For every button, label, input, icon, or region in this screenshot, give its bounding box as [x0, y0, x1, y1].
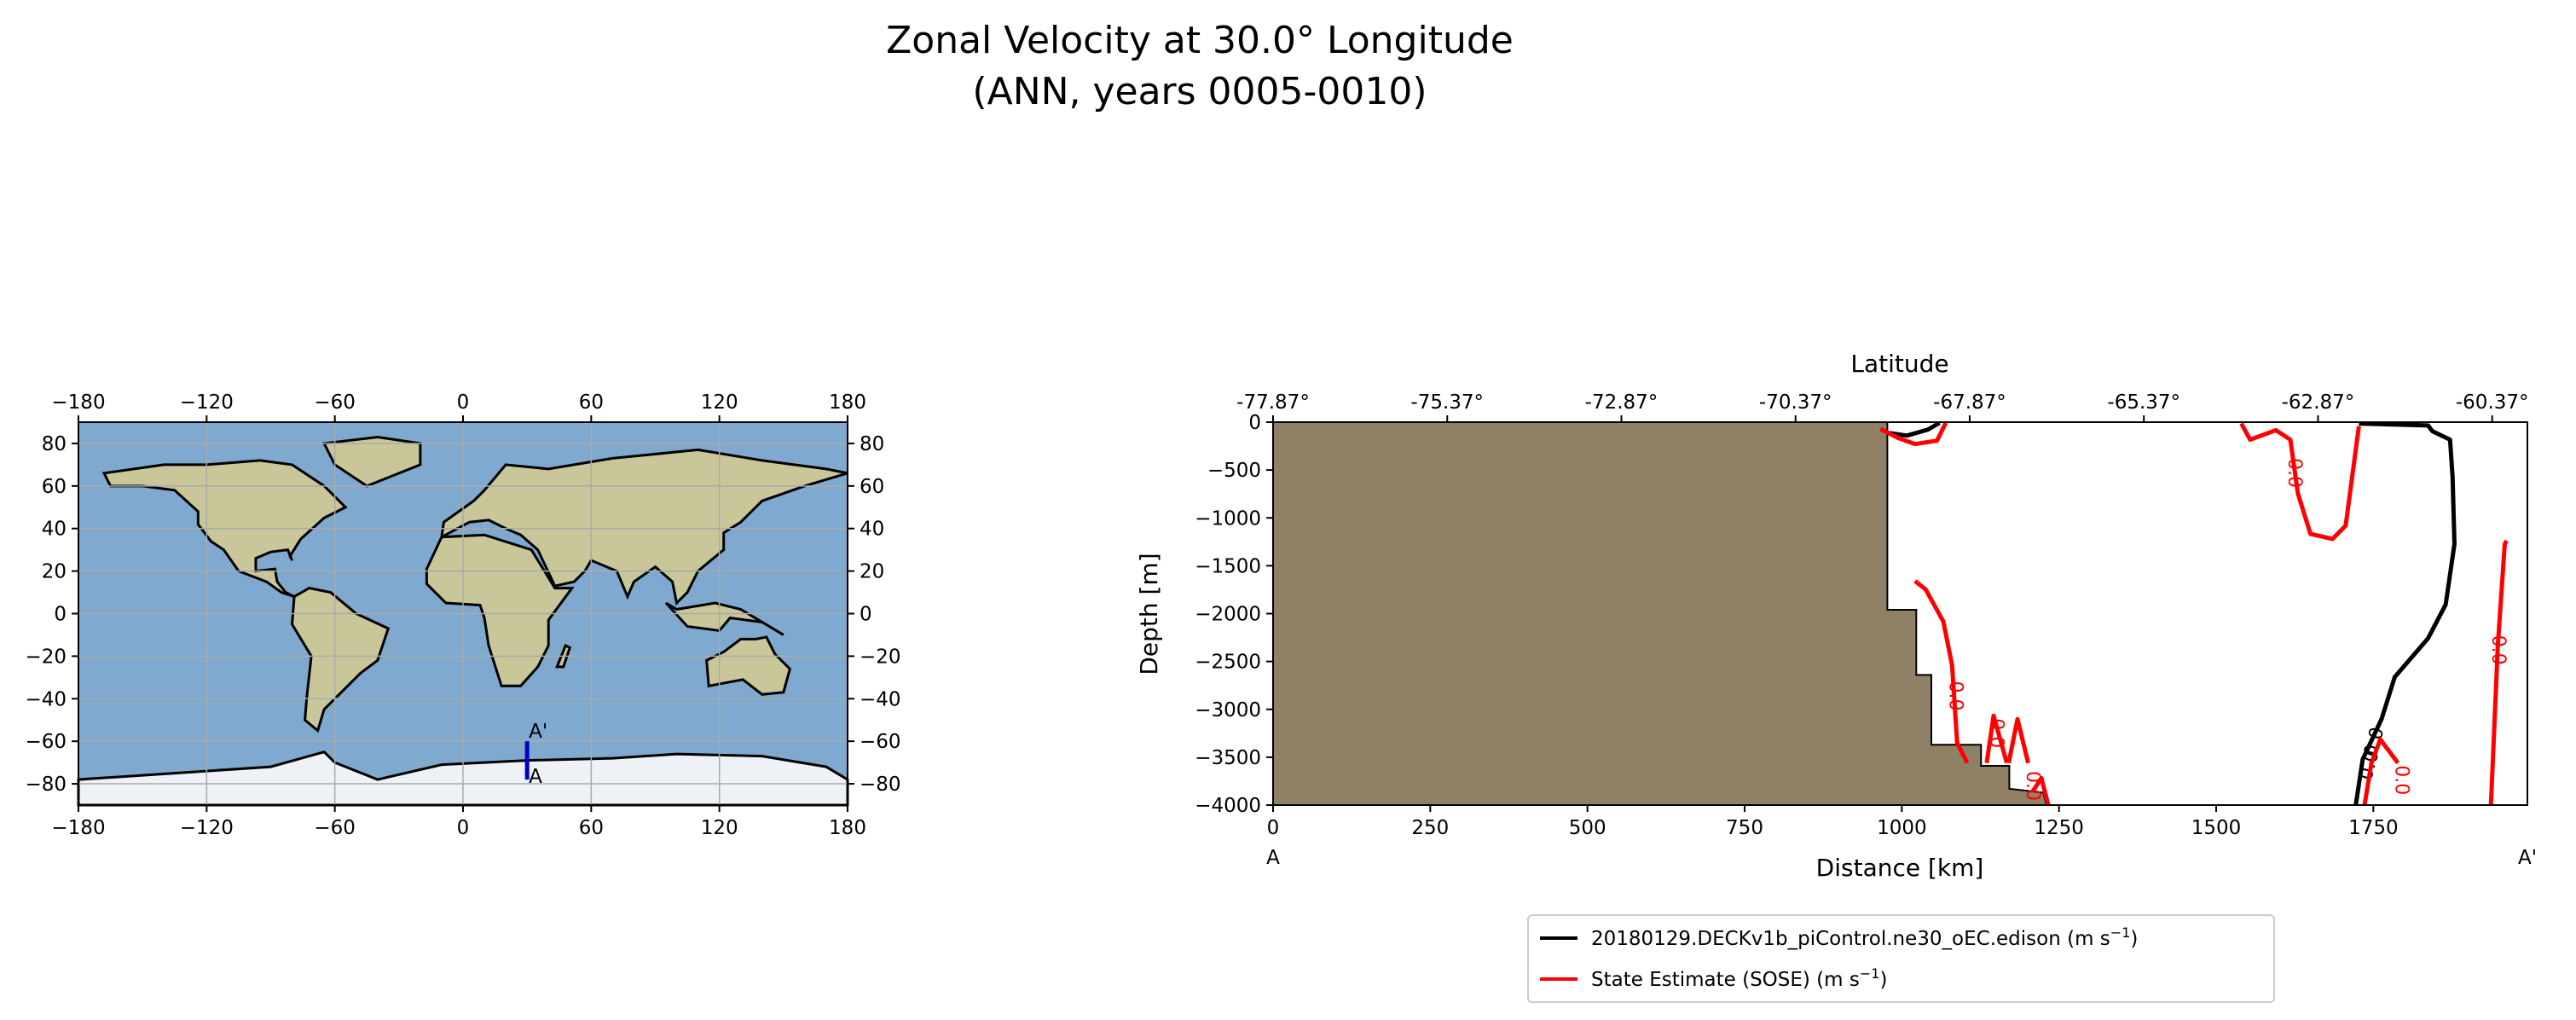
map-lat-label-left: 80: [42, 433, 67, 455]
map-ticks: −180 −180 −120 −120 −60 −60 0 0 60 60 120 120 180 180…: [25, 391, 900, 839]
sose-contour-line: [2488, 539, 2509, 805]
contour-label: 0.0: [1944, 681, 1965, 711]
map-lat-label-right: −20: [860, 646, 901, 668]
map-lon-label-top: 0: [457, 391, 470, 414]
top-tick-label: -60.37°: [2456, 391, 2529, 414]
top-tick-label: -72.87°: [1585, 391, 1658, 414]
y-tick-label: −2000: [1195, 604, 1261, 626]
map-lat-label-right: 60: [860, 476, 884, 498]
x-axis-label: Distance [km]: [1816, 854, 1984, 882]
map-section-start-label: A: [529, 766, 542, 788]
start-label-A: A: [1266, 847, 1280, 869]
contour-label: 0.0: [2022, 771, 2043, 801]
sose-contour-line: [2006, 716, 2030, 764]
map-section-end-label: A': [529, 721, 547, 743]
map-lat-label-right: 40: [860, 519, 884, 541]
x-tick-label: 1250: [2034, 817, 2084, 839]
top-tick-label: -75.37°: [1410, 391, 1484, 414]
x-tick-label: 1750: [2348, 817, 2399, 839]
y-tick-label: −500: [1207, 460, 1261, 482]
contour-label: 0.0: [2284, 458, 2305, 488]
map-lon-label-top: −120: [180, 391, 234, 414]
top-tick-label: -62.87°: [2282, 391, 2355, 414]
y-tick-label: −2500: [1195, 652, 1261, 674]
map-lat-label-right: 20: [860, 561, 884, 583]
legend-label-model: 20180129.DECKv1b_piControl.ne30_oEC.edis…: [1591, 924, 2138, 950]
map-lon-label-bottom: −180: [51, 817, 105, 839]
y-tick-label: −4000: [1195, 795, 1261, 817]
legend: 20180129.DECKv1b_piControl.ne30_oEC.edis…: [1527, 914, 2275, 1003]
top-tick-label: -67.87°: [1933, 391, 2006, 414]
contour-label: 0.0: [2487, 635, 2509, 665]
map-lat-label-left: −20: [25, 646, 67, 668]
map-lon-label-top: 120: [701, 391, 738, 414]
map-lat-label-right: −80: [860, 774, 901, 796]
continent: [291, 586, 391, 733]
y-tick-label: 0: [1248, 412, 1261, 434]
map-lon-label-top: −180: [51, 391, 105, 414]
legend-label-sose: State Estimate (SOSE) (m s−1): [1591, 965, 1887, 991]
figure-title-line1: Zonal Velocity at 30.0° Longitude: [886, 19, 1514, 62]
map-lat-label-right: −60: [860, 731, 901, 753]
map-lat-label-left: 0: [54, 604, 67, 626]
contour-label: 0.0: [2390, 765, 2411, 795]
y-tick-label: −3000: [1195, 699, 1261, 722]
map-lat-label-left: 40: [42, 519, 67, 541]
x-tick-label: 0: [1267, 817, 1280, 839]
map-lat-label-right: 0: [860, 604, 872, 626]
sose-contour-line: [1913, 579, 1970, 764]
figure-title-line2: (ANN, years 0005-0010): [972, 70, 1427, 113]
map-lat-label-right: 80: [860, 433, 884, 455]
continent: [664, 601, 784, 636]
map-lat-label-left: 20: [42, 561, 67, 583]
sose-contour-line: [2362, 737, 2400, 805]
x-tick-label: 250: [1411, 817, 1449, 839]
sose-contour-line: [1879, 422, 1948, 447]
map-lon-label-top: 60: [579, 391, 604, 414]
map-lon-label-bottom: 0: [457, 817, 470, 839]
map-lon-label-top: −60: [314, 391, 356, 414]
end-label-A-prime: A': [2518, 847, 2537, 869]
map-lon-label-top: 180: [829, 391, 866, 414]
section-plot: 0.00.00.00.00.00.0 0.00.0 0 250 500 750 1000 1…: [1135, 350, 2537, 882]
legend-box: [1527, 914, 2275, 1003]
bathymetry-fill: [1272, 421, 2048, 806]
sose-contour-line: [2030, 775, 2051, 805]
y-tick-label: −3500: [1195, 747, 1261, 769]
contour-label: 0.0: [1985, 718, 2006, 748]
map-lat-label-left: 60: [42, 476, 67, 498]
contour-lines: 0.00.00.00.00.00.0 0.00.0: [1879, 422, 2509, 805]
x-tick-label: 500: [1569, 817, 1606, 839]
map-lon-label-bottom: 120: [701, 817, 738, 839]
map-lon-label-bottom: 60: [579, 817, 604, 839]
x-tick-label: 1500: [2191, 817, 2242, 839]
map-lat-label-left: −40: [25, 688, 67, 710]
y-tick-label: −1000: [1195, 507, 1261, 530]
y-axis-label: Depth [m]: [1135, 553, 1163, 675]
map-lon-label-bottom: −60: [314, 817, 356, 839]
continent: [705, 635, 792, 696]
map-land: [77, 435, 849, 807]
map-lat-label-left: −80: [25, 774, 67, 796]
model-contour-line: [2353, 422, 2457, 805]
sose-contour-line: [1984, 713, 2009, 764]
map-lon-label-bottom: −120: [180, 817, 234, 839]
model-contour-line: [1889, 422, 1941, 438]
map-lat-label-right: −40: [860, 688, 901, 710]
top-axis-label: Latitude: [1850, 350, 1948, 378]
map-lon-label-bottom: 180: [829, 817, 866, 839]
x-tick-label: 750: [1726, 817, 1763, 839]
top-tick-label: -70.37°: [1759, 391, 1832, 414]
section-ticks: 0 250 500 750 1000 1250 1500 1750 0 −500 −1000 −150…: [1195, 391, 2528, 839]
map-lat-label-left: −60: [25, 731, 67, 753]
top-tick-label: -77.87°: [1236, 391, 1310, 414]
map-panel: −180 −180 −120 −120 −60 −60 0 0 60 60 120 120 180 180…: [25, 391, 900, 839]
x-tick-label: 1000: [1877, 817, 1927, 839]
top-tick-label: -65.37°: [2107, 391, 2180, 414]
sose-contour-line: [2239, 422, 2361, 542]
y-tick-label: −1500: [1195, 555, 1261, 577]
